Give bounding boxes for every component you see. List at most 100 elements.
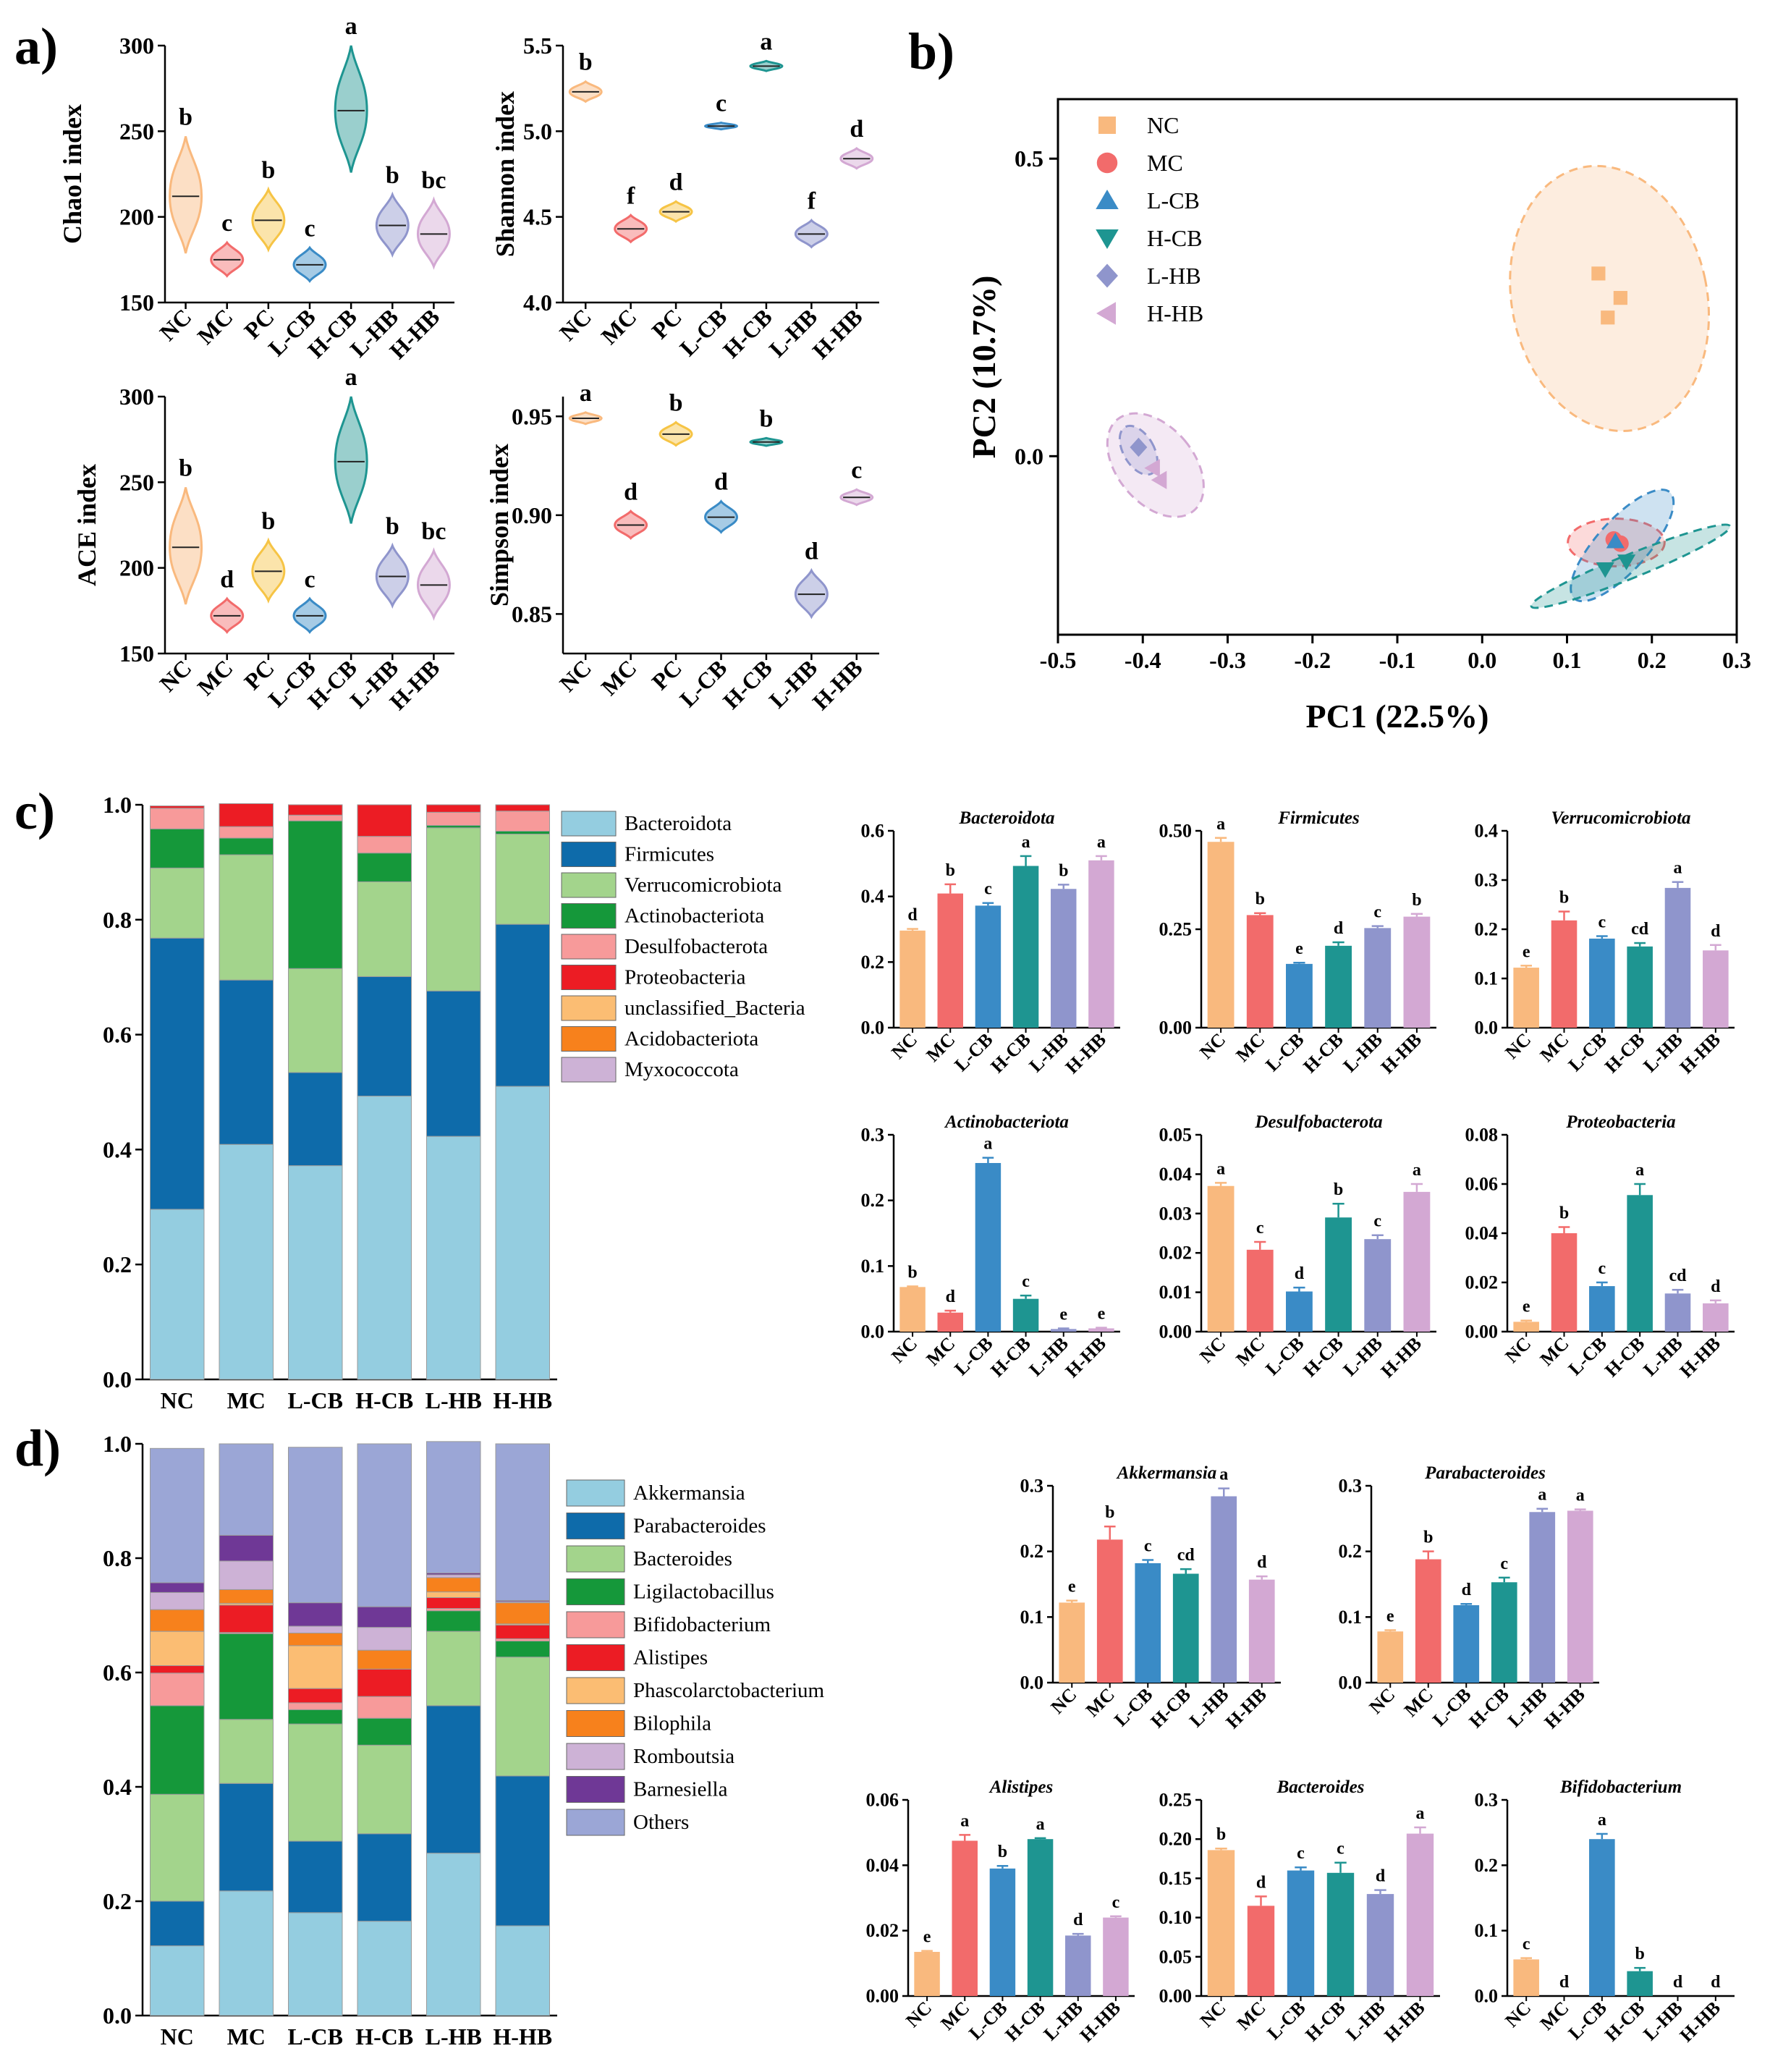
simpson-x-tick-label-l-cb: L-CB bbox=[674, 654, 732, 712]
g_bacteroides-bar-h-hb bbox=[1406, 1833, 1434, 1996]
g_parabacteroides-bar-nc bbox=[1377, 1631, 1404, 1683]
simpson-y-tick-label: 0.85 bbox=[512, 601, 552, 627]
p_verrucomicrobiota-y-tick-label: 0.3 bbox=[1475, 870, 1499, 891]
genus_stack-legend-swatch-bacteroides bbox=[566, 1545, 625, 1573]
g_bacteroides-bar-nc bbox=[1207, 1850, 1235, 1996]
g_bacteroides-x-tick-label-l-cb: L-CB bbox=[1263, 1997, 1309, 2044]
bar-chart-p_verrucomicrobiota: 0.00.10.20.30.4VerrucomicrobiotaeNCbMCcL… bbox=[1475, 808, 1735, 1078]
g_bacteroides-x-tick-label-nc: NC bbox=[1196, 1997, 1230, 2031]
genus_stack-segment-ligilactobacillus-h-hb bbox=[495, 1641, 550, 1658]
chao1-sig-letter-l-hb: b bbox=[386, 162, 399, 189]
simpson-x-tick-label-l-hb: L-HB bbox=[764, 654, 823, 713]
phylum_stack-segment-bacteroidota-l-cb bbox=[288, 1165, 343, 1380]
phylum_stack-segment-verrucomicrobiota-mc bbox=[219, 854, 274, 981]
p_verrucomicrobiota-sig-letter-h-cb: cd bbox=[1631, 920, 1649, 939]
p_bacteroidota-sig-letter-l-cb: c bbox=[984, 880, 992, 899]
phylum_stack-segment-proteobacteria-l-hb bbox=[426, 804, 481, 813]
genus_stack-segment-bilophila-h-cb bbox=[357, 1649, 412, 1670]
phylum_stack-segment-bacteroidota-h-hb bbox=[495, 1086, 550, 1380]
p_actinobacteriota-sig-letter-h-cb: c bbox=[1022, 1272, 1030, 1291]
p_actinobacteriota-title: Actinobacteriota bbox=[944, 1112, 1069, 1132]
simpson-sig-letter-nc: a bbox=[580, 380, 592, 407]
p_proteobacteria-sig-letter-h-cb: a bbox=[1635, 1161, 1644, 1180]
phylum_stack-segment-firmicutes-mc bbox=[219, 979, 274, 1145]
chao1-x-tick-label-h-cb: H-CB bbox=[302, 303, 362, 363]
genus_stack-legend-label-parabacteroides: Parabacteroides bbox=[633, 1515, 766, 1538]
g_alistipes-bar-h-hb bbox=[1103, 1917, 1129, 1996]
genus_stack-segment-romboutsia-nc bbox=[150, 1591, 205, 1610]
bar-chart-g_alistipes: 0.000.020.040.06AlistipeseNCaMCbL-CBaH-C… bbox=[866, 1777, 1135, 2046]
p_desulfobacterota-sig-letter-h-cb: b bbox=[1334, 1180, 1343, 1199]
g_akkermansia-x-tick-label-h-hb: H-HB bbox=[1221, 1684, 1270, 1733]
genus_stack-segment-parabacteroides-mc bbox=[219, 1783, 274, 1892]
p_desulfobacterota-y-tick-label: 0.03 bbox=[1159, 1203, 1193, 1224]
p_desulfobacterota-x-tick-label-h-hb: H-HB bbox=[1377, 1333, 1426, 1382]
g_bifidobacterium-sig-letter-l-hb: d bbox=[1673, 1973, 1683, 1992]
p_firmicutes-sig-letter-mc: b bbox=[1255, 890, 1265, 909]
phylum_stack-y-tick-label: 0.8 bbox=[103, 907, 132, 933]
g_parabacteroides-x-tick-label-h-hb: H-HB bbox=[1540, 1684, 1588, 1733]
p_desulfobacterota-y-tick-label: 0.01 bbox=[1159, 1282, 1193, 1303]
ace-sig-letter-pc: b bbox=[261, 508, 275, 535]
p_bacteroidota-x-tick-label-h-cb: H-CB bbox=[986, 1029, 1034, 1077]
ace-x-tick-label-nc: NC bbox=[154, 654, 196, 696]
pca-legend-label-nc: NC bbox=[1147, 112, 1179, 138]
p_firmicutes-x-tick-label-nc: NC bbox=[1195, 1029, 1229, 1063]
genus_stack-y-tick-label: 1.0 bbox=[103, 1431, 132, 1457]
genus_stack-segment-bilophila-mc bbox=[219, 1589, 274, 1604]
p_proteobacteria-sig-letter-h-hb: d bbox=[1711, 1277, 1721, 1296]
g_bifidobacterium-sig-letter-h-cb: b bbox=[1635, 1945, 1644, 1963]
genus_stack-segment-phascolarctobacterium-nc bbox=[150, 1631, 205, 1667]
p_actinobacteriota-bar-mc bbox=[937, 1312, 963, 1332]
g_akkermansia-y-tick-label: 0.3 bbox=[1020, 1476, 1044, 1497]
genus_stack-segment-akkermansia-h-cb bbox=[357, 1921, 412, 2016]
g_bacteroides-y-tick-label: 0.10 bbox=[1159, 1907, 1193, 1928]
genus_stack-y-tick-label: 0.0 bbox=[103, 2003, 132, 2029]
p_bacteroidota-y-tick-label: 0.0 bbox=[861, 1018, 885, 1039]
shannon-y-axis-title: Shannon index bbox=[491, 91, 520, 257]
g_akkermansia-x-tick-label-h-cb: H-CB bbox=[1147, 1684, 1195, 1732]
p_bacteroidota-bar-h-hb bbox=[1088, 860, 1114, 1028]
genus_stack-segment-parabacteroides-nc bbox=[150, 1900, 205, 1947]
shannon-sig-letter-h-cb: a bbox=[760, 28, 772, 55]
pca-point-nc bbox=[1613, 291, 1627, 305]
pca-x-tick-label: -0.4 bbox=[1125, 647, 1161, 673]
phylum_stack-legend-swatch-unclassified-bacteria bbox=[561, 995, 617, 1021]
phylum_stack-x-tick-label-mc: MC bbox=[227, 1387, 266, 1413]
p_proteobacteria-y-tick-label: 0.02 bbox=[1465, 1272, 1499, 1293]
p_verrucomicrobiota-bar-mc bbox=[1551, 920, 1578, 1028]
g_parabacteroides-sig-letter-l-hb: a bbox=[1538, 1486, 1546, 1505]
g_bacteroides-bar-l-cb bbox=[1287, 1870, 1315, 1996]
shannon-y-tick-label: 5.0 bbox=[523, 118, 552, 144]
g_alistipes-sig-letter-l-hb: d bbox=[1073, 1911, 1083, 1929]
phylum_stack-segment-actinobacteriota-nc bbox=[150, 828, 205, 868]
p_verrucomicrobiota-bar-l-hb bbox=[1664, 887, 1691, 1028]
genus_stack-legend-label-barnesiella: Barnesiella bbox=[633, 1778, 728, 1801]
ace-y-tick-label: 250 bbox=[119, 469, 154, 495]
g_akkermansia-x-tick-label-l-cb: L-CB bbox=[1110, 1684, 1156, 1730]
g_alistipes-bar-l-cb bbox=[989, 1868, 1016, 1996]
p_actinobacteriota-y-tick-label: 0.0 bbox=[861, 1322, 885, 1342]
g_parabacteroides-x-tick-label-h-cb: H-CB bbox=[1465, 1684, 1513, 1732]
genus_stack-legend-label-bacteroides: Bacteroides bbox=[633, 1547, 732, 1570]
simpson-x-tick-label-mc: MC bbox=[596, 654, 641, 700]
p_verrucomicrobiota-x-tick-label-nc: NC bbox=[1501, 1029, 1535, 1063]
p_proteobacteria-y-tick-label: 0.00 bbox=[1465, 1322, 1499, 1342]
g_parabacteroides-sig-letter-nc: e bbox=[1386, 1607, 1394, 1625]
p_actinobacteriota-x-tick-label-nc: NC bbox=[887, 1333, 921, 1367]
p_verrucomicrobiota-sig-letter-nc: e bbox=[1523, 942, 1530, 961]
p_actinobacteriota-y-tick-label: 0.2 bbox=[861, 1190, 885, 1211]
p_verrucomicrobiota-bar-l-cb bbox=[1589, 938, 1615, 1028]
g_bifidobacterium-bar-l-cb bbox=[1589, 1839, 1615, 1996]
pca-legend-label-h-hb: H-HB bbox=[1147, 300, 1203, 326]
simpson-x-tick-label-nc: NC bbox=[554, 654, 596, 696]
genus_stack-legend-swatch-bilophila bbox=[566, 1710, 625, 1737]
g_bifidobacterium-sig-letter-h-hb: d bbox=[1711, 1973, 1721, 1992]
chao1-y-tick-label: 200 bbox=[119, 204, 154, 230]
g_alistipes-x-tick-label-l-hb: L-HB bbox=[1040, 1997, 1087, 2044]
phylum_stack-segment-bacteroidota-l-hb bbox=[426, 1136, 481, 1380]
genus_stack-legend-swatch-others bbox=[566, 1809, 625, 1836]
p_verrucomicrobiota-title: Verrucomicrobiota bbox=[1551, 808, 1690, 828]
p_actinobacteriota-bar-h-hb bbox=[1088, 1328, 1114, 1332]
genus_stack-legend-label-ligilactobacillus: Ligilactobacillus bbox=[633, 1581, 774, 1604]
